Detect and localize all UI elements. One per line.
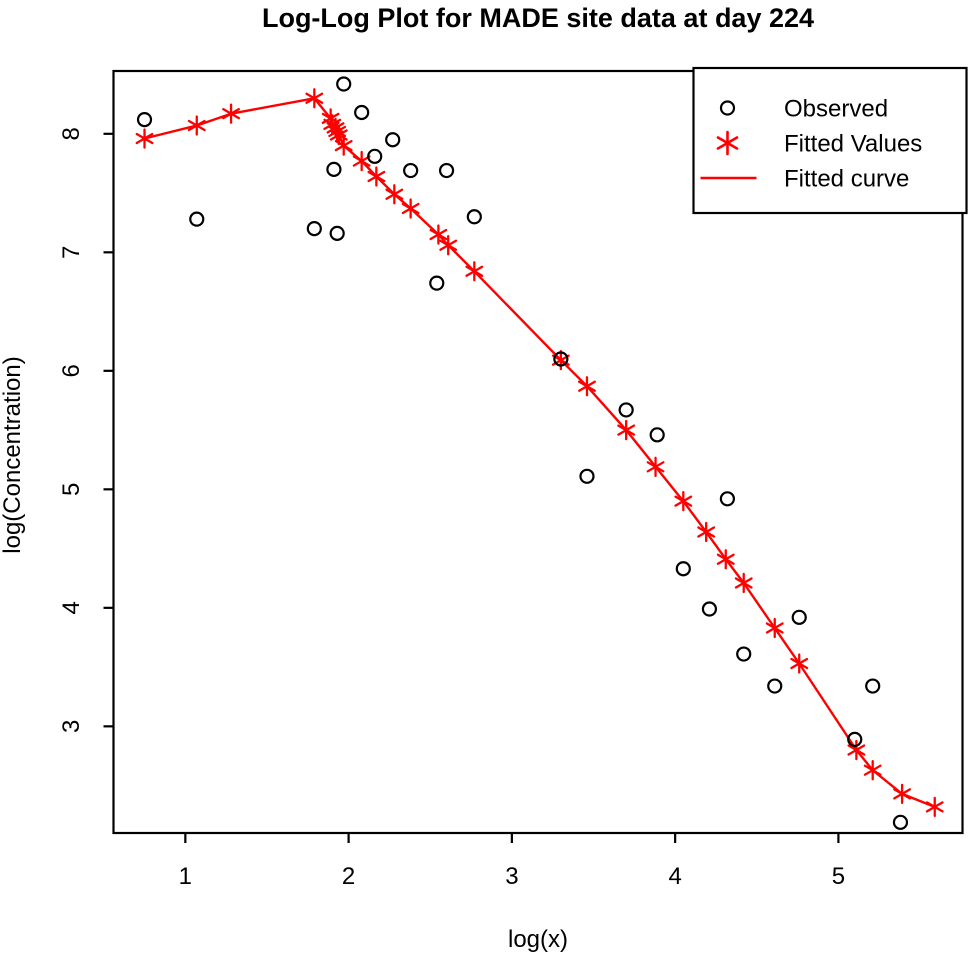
x-axis-label: log(x) — [508, 926, 568, 953]
observed-point — [847, 731, 863, 747]
fitted-point — [385, 184, 404, 205]
observed-point — [618, 402, 634, 418]
y-axis-tick-label: 8 — [58, 127, 85, 140]
observed-point — [403, 162, 419, 179]
fitted-point — [401, 198, 420, 219]
observed-point — [189, 211, 205, 227]
fitted-point — [329, 124, 348, 146]
fitted-point — [222, 103, 240, 124]
observed-point — [336, 76, 352, 92]
observed-point — [865, 678, 881, 694]
fitted-point — [465, 261, 484, 282]
fitted-point — [305, 88, 324, 109]
legend-entry-fitted-values: Fitted Values — [716, 130, 922, 158]
fitted-point — [697, 521, 716, 543]
observed-point — [675, 561, 691, 577]
fitted-point — [578, 376, 596, 397]
fitted-point — [646, 456, 665, 477]
chart-title: Log-Log Plot for MADE site data at day 2… — [262, 3, 814, 33]
x-axis-tick-label: 2 — [342, 863, 355, 890]
legend-entry-label: Fitted Values — [784, 131, 922, 158]
x-axis-tick-label: 5 — [832, 863, 845, 890]
observed-point — [892, 814, 909, 830]
y-axis-tick-label: 3 — [58, 720, 85, 733]
fitted-point — [367, 166, 386, 187]
legend-entry-fitted-curve: Fitted curve — [700, 166, 909, 193]
observed-point — [719, 491, 735, 507]
fitted-point — [187, 115, 206, 136]
x-axis-tick-label: 4 — [668, 863, 681, 890]
observed-point — [438, 162, 455, 179]
fitted-point — [790, 653, 809, 674]
observed-point — [736, 646, 752, 662]
observed-point — [136, 111, 153, 128]
y-axis-label: log(Concentration) — [0, 356, 26, 553]
legend-box — [692, 66, 968, 215]
fitted-point — [135, 128, 154, 149]
fitted-point — [334, 135, 353, 156]
fitted-point — [716, 549, 735, 570]
fitted-point — [847, 739, 866, 761]
fitted-point — [429, 224, 448, 245]
legend-circle-icon — [719, 100, 736, 116]
legend-asterisk-icon — [716, 130, 739, 156]
observed-point — [329, 225, 345, 241]
fitted-point — [863, 760, 882, 781]
observed-point — [767, 678, 783, 694]
y-axis-tick-label: 7 — [58, 246, 85, 259]
fitted-point — [674, 491, 693, 512]
fitted-point — [734, 572, 753, 594]
observed-point — [326, 161, 342, 177]
legend: Observed Fitted Values Fitted curve — [692, 66, 968, 215]
y-axis-tick-label: 5 — [58, 483, 85, 496]
observed-point — [306, 221, 322, 237]
observed-point — [791, 609, 807, 625]
observed-point — [466, 209, 482, 225]
observed-point — [429, 275, 445, 291]
y-axis-tick-label: 4 — [58, 601, 85, 614]
legend-entry-label: Fitted curve — [784, 166, 909, 193]
plot-area: 1 2 3 4 5 3 4 5 6 7 8 — [58, 69, 964, 890]
observed-point — [701, 601, 718, 617]
legend-entry-label: Observed — [784, 96, 888, 123]
fitted-point — [439, 235, 458, 256]
fitted-point — [893, 783, 912, 805]
plot-border — [112, 69, 964, 835]
fitted-point — [617, 419, 636, 441]
y-axis-tick-label: 6 — [58, 364, 85, 377]
observed-point — [385, 132, 401, 148]
observed-point — [354, 104, 370, 121]
fitted-point — [925, 796, 944, 818]
x-axis-tick-label: 1 — [179, 863, 192, 890]
x-axis-tick-label: 3 — [505, 863, 518, 890]
fitted-point — [765, 617, 784, 639]
legend-entry-observed: Observed — [719, 96, 888, 123]
observed-point — [553, 351, 569, 367]
observed-point — [367, 148, 383, 164]
observed-point — [579, 468, 595, 484]
observed-point — [649, 427, 665, 443]
